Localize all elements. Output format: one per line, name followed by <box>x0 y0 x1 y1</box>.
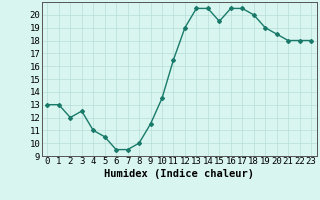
X-axis label: Humidex (Indice chaleur): Humidex (Indice chaleur) <box>104 169 254 179</box>
